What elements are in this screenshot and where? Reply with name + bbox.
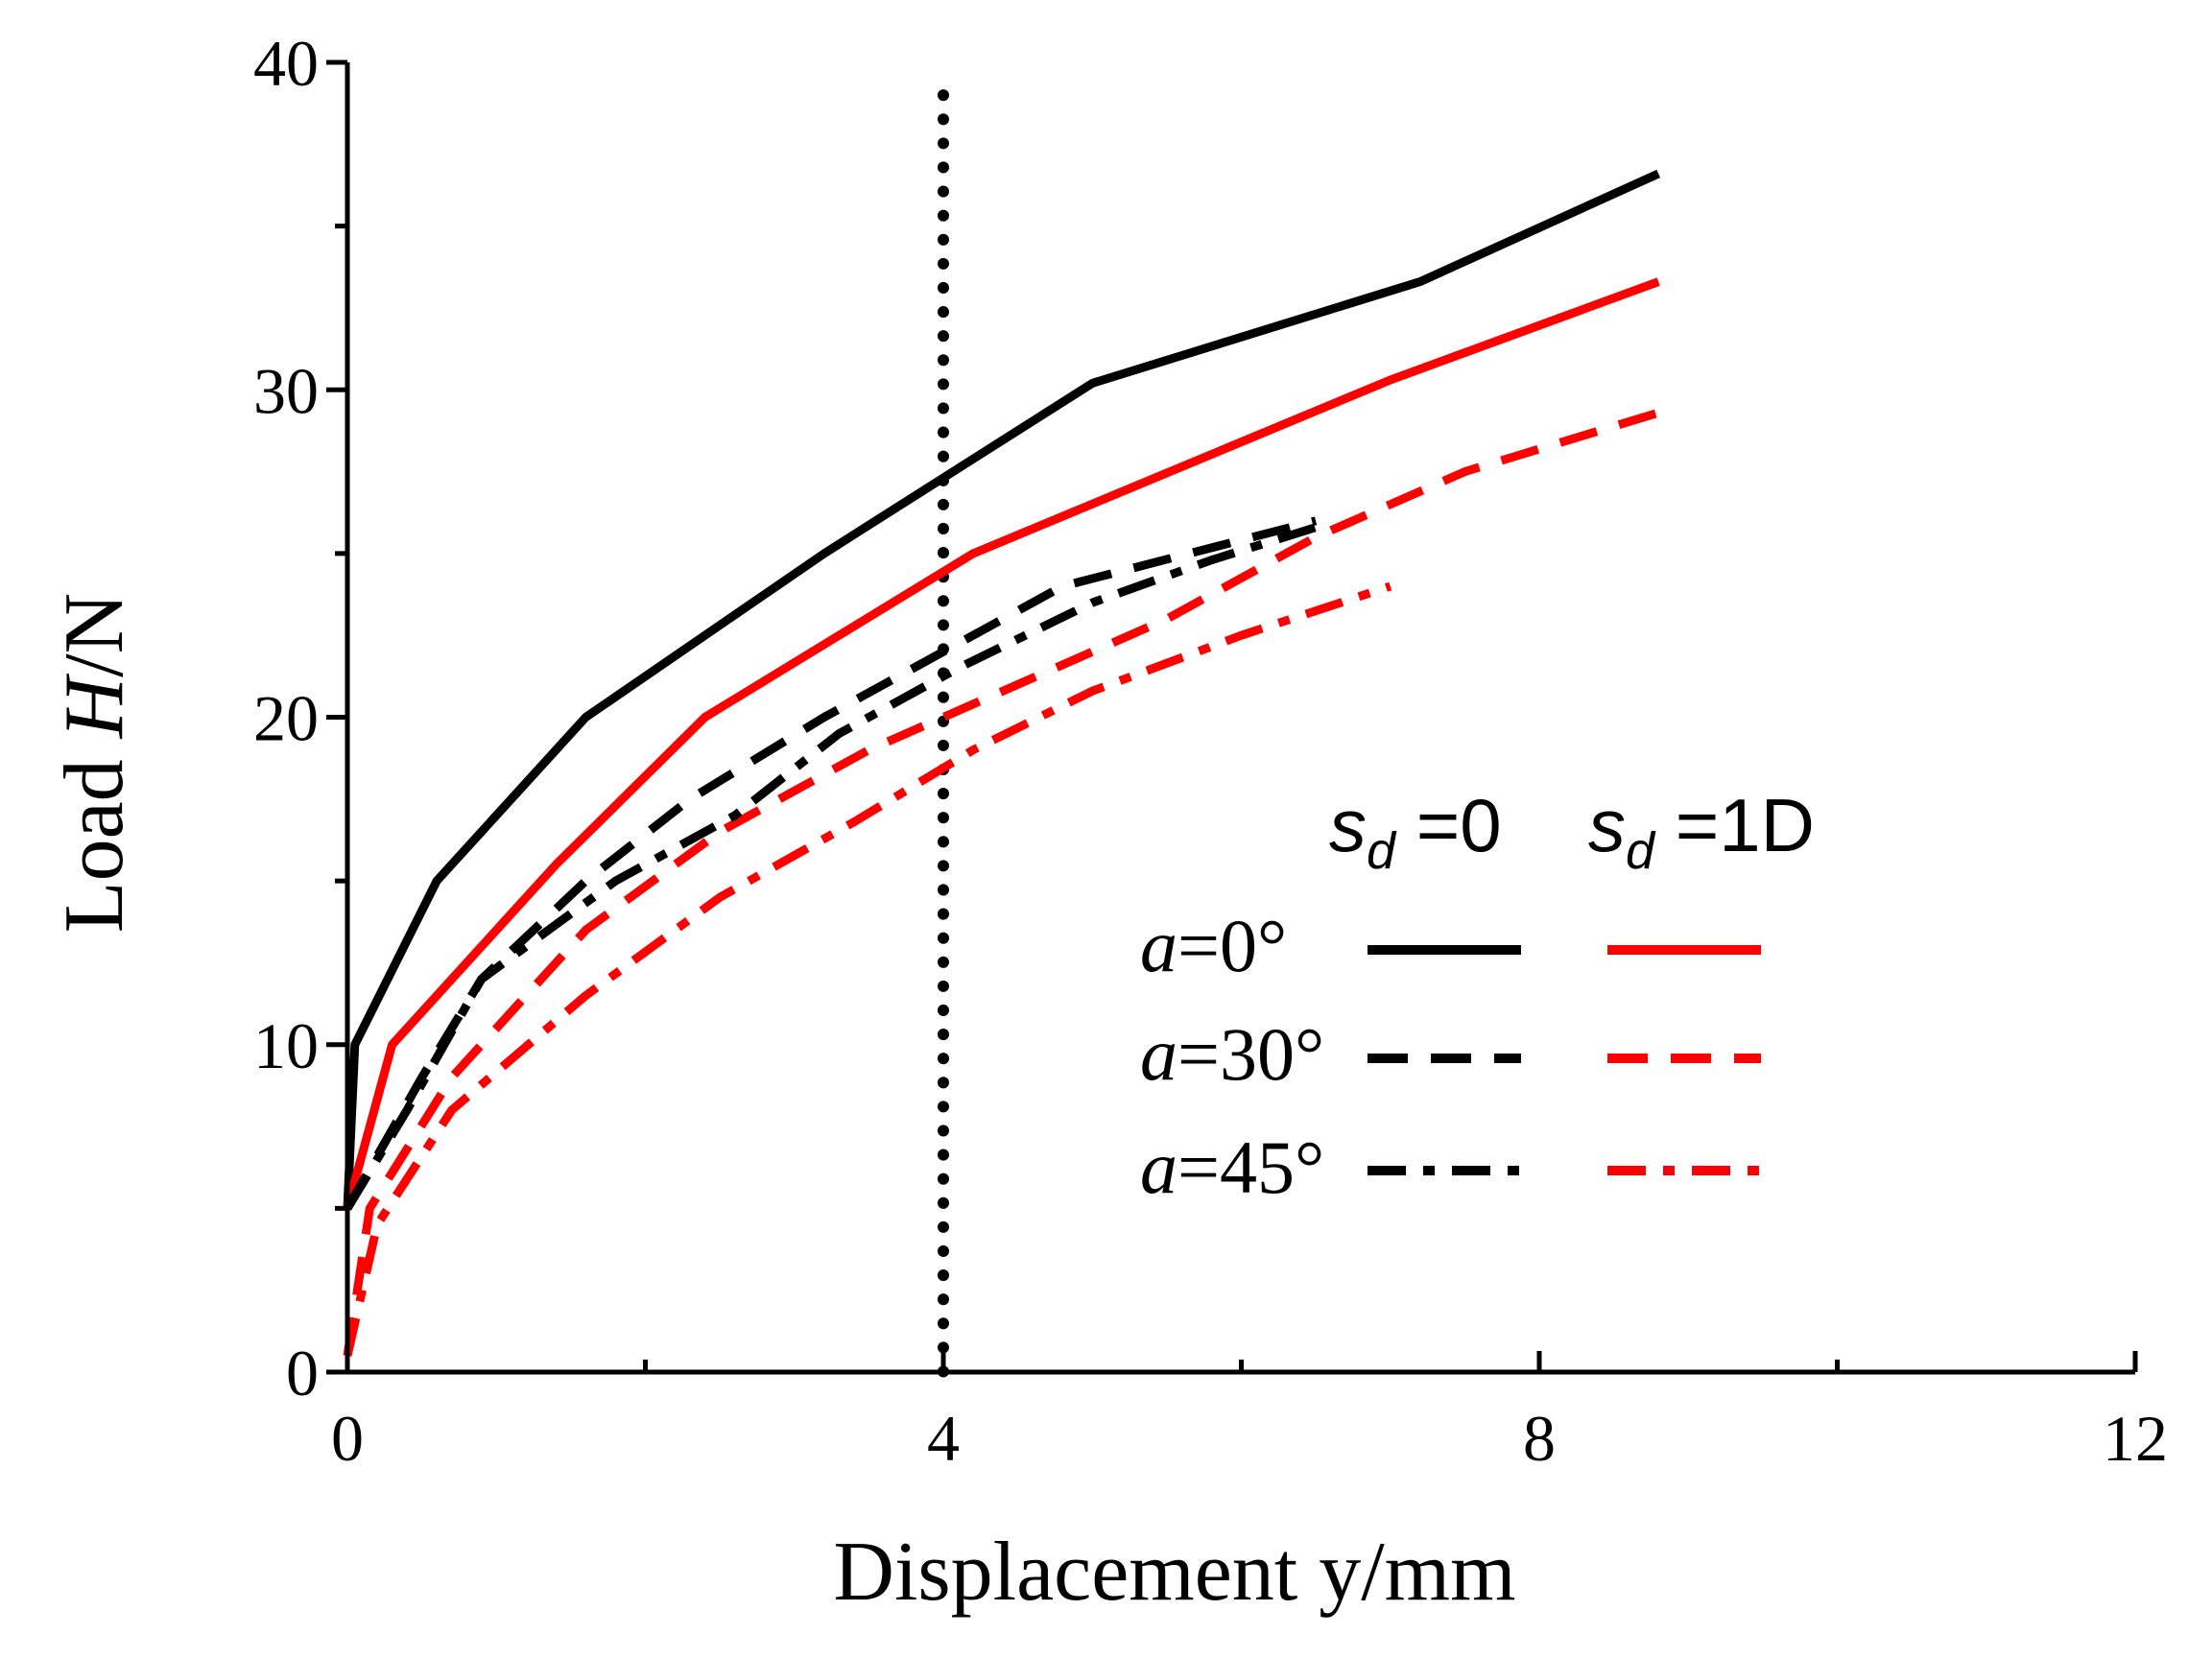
legend-row-label-1: a=30° (1140, 1012, 1324, 1096)
series-line-0 (343, 169, 1661, 1209)
series-line-3 (343, 408, 1660, 1357)
legend-row-label-0: a=0° (1140, 904, 1287, 987)
legend-row-label-2: a=45° (1140, 1125, 1324, 1209)
y-axis-title: Load H/N (48, 593, 141, 933)
y-axis-title-suffix: /N (48, 593, 141, 677)
legend-row-var: a (1140, 904, 1177, 987)
legend: sd =0 sd =1D a=0° a=30° a=45° (1140, 783, 1815, 1209)
x-tick-label: 0 (331, 1402, 364, 1475)
legend-header-sd0-rest: =0 (1395, 783, 1502, 867)
x-axis-title: Displacement y/mm (833, 1526, 1515, 1619)
series-line-2 (344, 516, 1318, 1211)
legend-header-sd1d-sub: d (1626, 822, 1656, 880)
x-tick-label: 12 (2103, 1402, 2168, 1475)
legend-row-var: a (1140, 1125, 1177, 1209)
legend-header-sd1d-rest: =1D (1654, 783, 1815, 867)
y-tick-label: 10 (253, 1009, 319, 1082)
y-tick-label: 0 (286, 1337, 319, 1409)
legend-header-sd1d-var: s (1588, 783, 1626, 867)
y-tick-label: 30 (253, 354, 319, 427)
legend-row-rest: =45° (1177, 1125, 1324, 1209)
legend-row-rest: =0° (1177, 904, 1287, 987)
y-tick-label: 20 (253, 682, 319, 755)
x-tick-label: 4 (927, 1402, 960, 1475)
legend-header-sd0-sub: d (1367, 822, 1397, 880)
series-layer (343, 89, 1661, 1378)
series-line-4 (344, 523, 1318, 1211)
y-tick-label: 40 (253, 27, 319, 100)
series-line-5 (343, 581, 1392, 1357)
y-axis-title-prefix: Load (48, 738, 141, 933)
series-line-1 (343, 277, 1660, 1210)
ticks-layer: 0 4 8 12 0 10 20 30 40 (253, 27, 2168, 1475)
legend-header-sd0: sd =0 (1329, 783, 1502, 880)
legend-row-var: a (1140, 1012, 1177, 1096)
legend-row-rest: =30° (1177, 1012, 1324, 1096)
legend-header-sd1d: sd =1D (1588, 783, 1815, 880)
x-tick-label: 8 (1523, 1402, 1556, 1475)
legend-header-sd0-var: s (1329, 783, 1367, 867)
y-axis-title-var: H (48, 673, 141, 739)
